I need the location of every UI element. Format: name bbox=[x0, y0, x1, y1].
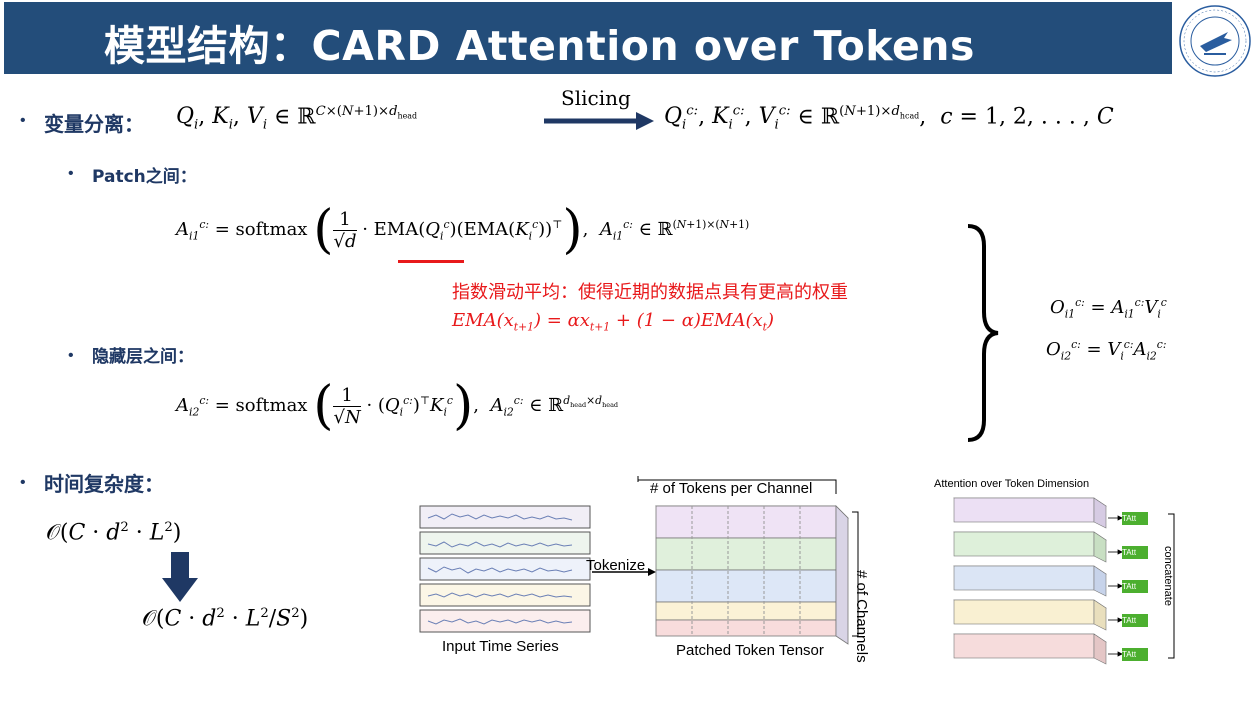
right-brace bbox=[967, 224, 999, 442]
university-logo bbox=[1179, 5, 1251, 77]
tokens-per-channel-label: # of Tokens per Channel bbox=[650, 480, 813, 497]
figure-tokenization bbox=[419, 476, 859, 645]
formula-output-2: Oi2c: = Vic:Ai2c: bbox=[1046, 338, 1167, 363]
complexity-before: 𝒪(C · d2 · L2) bbox=[46, 520, 182, 546]
figure-attention-token-dimension bbox=[953, 497, 1175, 665]
bullet: • bbox=[68, 347, 74, 364]
tatt-label-4: TAtt bbox=[1122, 616, 1137, 625]
bullet: • bbox=[20, 474, 26, 491]
ema-underline bbox=[398, 260, 464, 263]
section-between-patches: Patch之间： bbox=[92, 167, 197, 187]
ema-note: 指数滑动平均：使得近期的数据点具有更高的权重 bbox=[452, 282, 848, 303]
section-variable-separation: 变量分离： bbox=[44, 112, 144, 136]
down-arrow-icon bbox=[162, 552, 198, 602]
slicing-label: Slicing bbox=[561, 86, 631, 110]
bullet: • bbox=[20, 112, 26, 129]
formula-attention-patch: Ai1c: = softmax (1 √d · EMA(Qic)(EMA(Kic)… bbox=[176, 200, 750, 260]
tatt-label-2: TAtt bbox=[1122, 548, 1137, 557]
section-time-complexity: 时间复杂度： bbox=[44, 472, 164, 496]
input-time-series-caption: Input Time Series bbox=[442, 638, 559, 655]
title-bar: 模型结构：CARD Attention over Tokens bbox=[4, 2, 1172, 74]
section-between-hidden-layers: 隐藏层之间： bbox=[92, 347, 194, 367]
channels-label: # of Channels bbox=[853, 570, 870, 663]
formula-qkv-sliced: Qic:, Kic:, Vic: ∈ ℝ(N+1)×dhcad, c = 1, … bbox=[664, 104, 1114, 133]
concatenate-label: concatenate bbox=[1162, 546, 1174, 606]
tatt-label-5: TAtt bbox=[1122, 650, 1137, 659]
formula-attention-hidden: Ai2c: = softmax (1 √N · (Qic:)⊤Kic), Ai2c… bbox=[176, 376, 619, 436]
slicing-arrow-icon bbox=[544, 112, 654, 130]
tatt-label-3: TAtt bbox=[1122, 582, 1137, 591]
tatt-label-1: TAtt bbox=[1122, 514, 1137, 523]
patched-token-tensor bbox=[655, 505, 849, 645]
complexity-after: 𝒪(C · d2 · L2/S2) bbox=[142, 606, 309, 632]
input-time-series-panels bbox=[419, 505, 591, 633]
ema-formula: EMA(xt+1) = αxt+1 + (1 − α)EMA(xt) bbox=[452, 310, 775, 334]
attention-over-token-title: Attention over Token Dimension bbox=[934, 478, 1090, 490]
slide-title: 模型结构：CARD Attention over Tokens bbox=[104, 22, 975, 70]
formula-output-1: Oi1c: = Ai1c:Vic bbox=[1050, 296, 1167, 321]
patched-token-tensor-caption: Patched Token Tensor bbox=[676, 642, 824, 659]
tokenize-label: Tokenize bbox=[586, 557, 646, 574]
bullet: • bbox=[68, 165, 74, 182]
formula-qkv-input: Qi, Ki, Vi ∈ ℝC×(N+1)×dhead bbox=[176, 104, 418, 133]
